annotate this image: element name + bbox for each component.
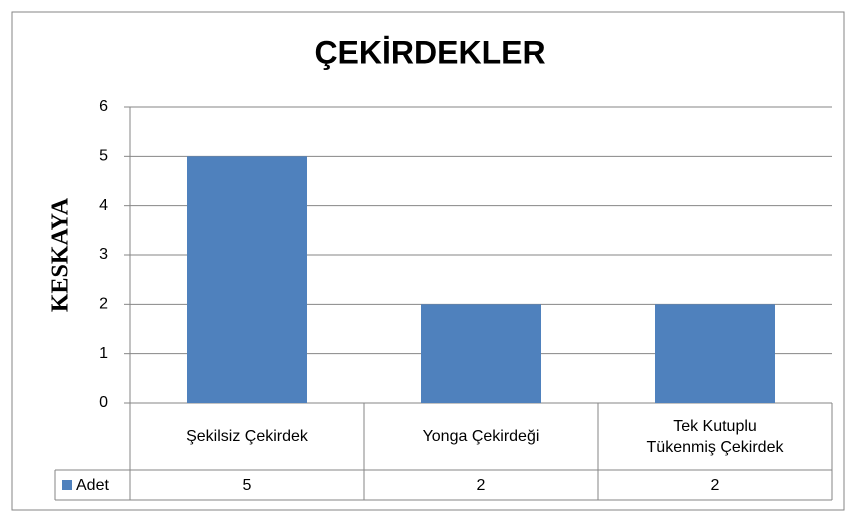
x-tick-cell: Yonga Çekirdeği — [422, 428, 540, 445]
table-value: 5 — [243, 477, 252, 494]
legend-swatch — [62, 480, 72, 490]
y-tick-label: 0 — [99, 394, 108, 411]
y-tick-label: 2 — [99, 296, 108, 313]
table-value: 2 — [711, 477, 720, 494]
y-tick-label: 4 — [99, 197, 108, 214]
chart-frame — [11, 11, 845, 511]
x-tick-label: Şekilsiz Çekirdek — [186, 428, 308, 445]
y-tick-label: 5 — [99, 148, 108, 165]
x-tick-cell: Şekilsiz Çekirdek — [186, 428, 308, 445]
x-tick-cell: Tek Kutuplu Tükenmiş Çekirdek — [646, 417, 784, 456]
x-tick-label: Yonga Çekirdeği — [422, 428, 540, 445]
y-tick-label: 1 — [99, 345, 108, 362]
y-axis-label: KESKAYA — [48, 197, 74, 312]
table-value: 2 — [477, 477, 486, 494]
legend-label: Adet — [76, 477, 109, 494]
bar — [187, 156, 307, 403]
bar — [421, 304, 541, 403]
chart-title: ÇEKİRDEKLER — [314, 34, 545, 70]
y-tick-label: 3 — [99, 246, 108, 263]
x-tick-label: Tek Kutuplu Tükenmiş Çekirdek — [646, 417, 784, 456]
y-tick-label: 6 — [99, 98, 108, 115]
bar — [655, 304, 775, 403]
